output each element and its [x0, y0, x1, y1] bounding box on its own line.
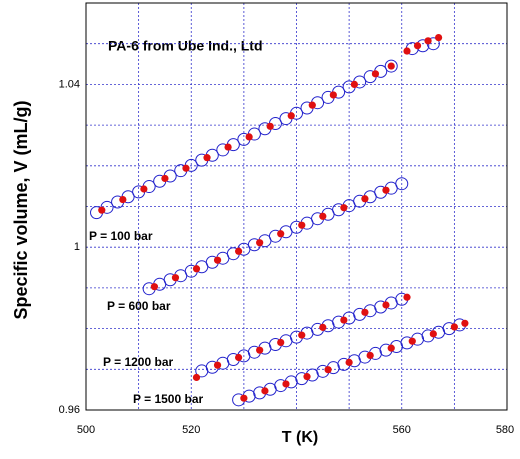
filled-point [245, 133, 253, 141]
filled-point [287, 112, 295, 120]
annotation: P = 600 bar [107, 299, 171, 313]
annotation: P = 100 bar [89, 229, 153, 243]
x-tick-label: 520 [182, 424, 200, 436]
plot-frame [85, 2, 508, 411]
chart-title: PA-6 from Ube Ind., Ltd [108, 38, 263, 54]
y-tick-label: 1.04 [59, 78, 80, 90]
filled-point [150, 283, 159, 291]
filled-point [329, 91, 337, 99]
filled-point [387, 62, 395, 70]
filled-point [461, 319, 469, 327]
filled-point [350, 80, 358, 88]
filled-point [319, 323, 327, 331]
filled-point [413, 42, 422, 50]
filled-point [213, 256, 222, 264]
x-tick-label: 500 [77, 424, 95, 436]
filled-point [256, 239, 264, 247]
x-axis-label: T (K) [282, 429, 318, 446]
filled-point [277, 230, 285, 238]
open-point [395, 177, 409, 191]
filled-point [450, 323, 458, 331]
annotation: P = 1500 bar [133, 392, 203, 406]
filled-point [282, 380, 290, 388]
filled-point [324, 366, 332, 374]
filled-point [319, 212, 327, 220]
filled-point [298, 331, 306, 339]
x-tick-label: 580 [496, 424, 514, 436]
filled-point [371, 70, 380, 78]
filled-point [429, 330, 437, 338]
filled-point [361, 308, 369, 316]
filled-point [266, 122, 274, 130]
filled-point [308, 101, 316, 109]
filled-point [235, 353, 243, 362]
filled-point [235, 247, 243, 255]
filled-point [161, 174, 169, 183]
filled-point [203, 154, 211, 162]
filled-point [98, 206, 106, 214]
filled-point [119, 195, 127, 204]
filled-point [361, 195, 369, 203]
filled-point [403, 293, 411, 301]
filled-point [224, 143, 232, 151]
filled-point [366, 351, 374, 360]
filled-point [298, 221, 306, 229]
filled-point [182, 164, 190, 172]
filled-point [340, 204, 348, 212]
filled-point [303, 373, 311, 381]
filled-point [240, 394, 248, 402]
filled-point [340, 316, 348, 324]
filled-point [408, 337, 416, 345]
filled-point [387, 344, 395, 352]
filled-point [382, 301, 390, 309]
filled-point [192, 373, 201, 382]
filled-point [403, 47, 411, 55]
x-tick-label: 560 [393, 424, 411, 436]
filled-point [434, 33, 443, 42]
filled-point [345, 358, 353, 366]
filled-point [213, 361, 222, 369]
y-tick-label: 1 [74, 241, 80, 253]
y-tick-label: 0.96 [59, 404, 80, 416]
open-point [384, 59, 398, 73]
filled-point [382, 186, 390, 194]
filled-point [140, 185, 148, 193]
y-axis-label: Specific volume, V (mL/g) [11, 100, 31, 319]
filled-point [192, 265, 201, 273]
filled-point [171, 274, 180, 282]
filled-point [261, 387, 269, 395]
annotation: P = 1200 bar [103, 355, 173, 369]
filled-point [424, 37, 432, 45]
filled-point [256, 346, 264, 354]
filled-point [277, 338, 285, 347]
